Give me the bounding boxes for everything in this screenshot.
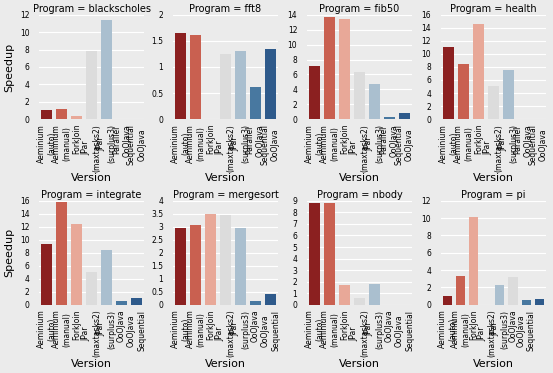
Bar: [235, 228, 246, 305]
Title: Program = blackscholes: Program = blackscholes: [33, 4, 150, 14]
Bar: [71, 224, 82, 305]
X-axis label: Version: Version: [71, 359, 112, 369]
Bar: [56, 202, 67, 305]
Bar: [220, 215, 231, 305]
Bar: [488, 86, 499, 119]
Bar: [116, 301, 127, 305]
X-axis label: Version: Version: [71, 173, 112, 183]
Bar: [443, 47, 453, 119]
Bar: [309, 66, 320, 119]
Bar: [220, 54, 231, 119]
Bar: [205, 214, 216, 305]
Title: Program = pi: Program = pi: [461, 190, 525, 200]
X-axis label: Version: Version: [205, 359, 246, 369]
Bar: [443, 296, 452, 305]
Bar: [369, 284, 379, 305]
X-axis label: Version: Version: [473, 173, 514, 183]
Title: Program = mergesort: Program = mergesort: [173, 190, 278, 200]
Bar: [535, 299, 544, 305]
Bar: [456, 276, 465, 305]
Bar: [56, 110, 67, 119]
Bar: [339, 19, 349, 119]
Bar: [521, 301, 531, 305]
Bar: [265, 49, 275, 119]
Bar: [235, 51, 246, 119]
Bar: [324, 203, 335, 305]
Bar: [175, 33, 186, 119]
Bar: [175, 228, 186, 305]
Title: Program = fib50: Program = fib50: [319, 4, 399, 14]
Title: Program = nbody: Program = nbody: [316, 190, 402, 200]
Bar: [458, 64, 468, 119]
Bar: [86, 50, 97, 119]
Y-axis label: Speedup: Speedup: [4, 228, 14, 278]
X-axis label: Version: Version: [205, 173, 246, 183]
Bar: [265, 294, 275, 305]
X-axis label: Version: Version: [339, 173, 380, 183]
Bar: [250, 301, 260, 305]
Title: Program = fft8: Program = fft8: [189, 4, 262, 14]
Bar: [71, 116, 82, 119]
X-axis label: Version: Version: [339, 359, 380, 369]
Y-axis label: Speedup: Speedup: [4, 43, 14, 91]
Bar: [369, 84, 379, 119]
Bar: [41, 110, 52, 119]
Bar: [41, 244, 52, 305]
Bar: [86, 272, 97, 305]
Bar: [101, 250, 112, 305]
Bar: [503, 70, 514, 119]
Bar: [399, 113, 410, 119]
Bar: [469, 217, 478, 305]
Bar: [190, 35, 201, 119]
Bar: [354, 298, 364, 305]
Bar: [473, 24, 484, 119]
Bar: [101, 20, 112, 119]
Bar: [354, 72, 364, 119]
Bar: [131, 298, 142, 305]
X-axis label: Version: Version: [473, 359, 514, 369]
Bar: [384, 117, 395, 119]
Bar: [495, 285, 504, 305]
Bar: [309, 203, 320, 305]
Bar: [324, 17, 335, 119]
Bar: [339, 285, 349, 305]
Title: Program = health: Program = health: [450, 4, 536, 14]
Bar: [508, 277, 518, 305]
Bar: [190, 225, 201, 305]
Bar: [250, 87, 260, 119]
Title: Program = integrate: Program = integrate: [41, 190, 142, 200]
